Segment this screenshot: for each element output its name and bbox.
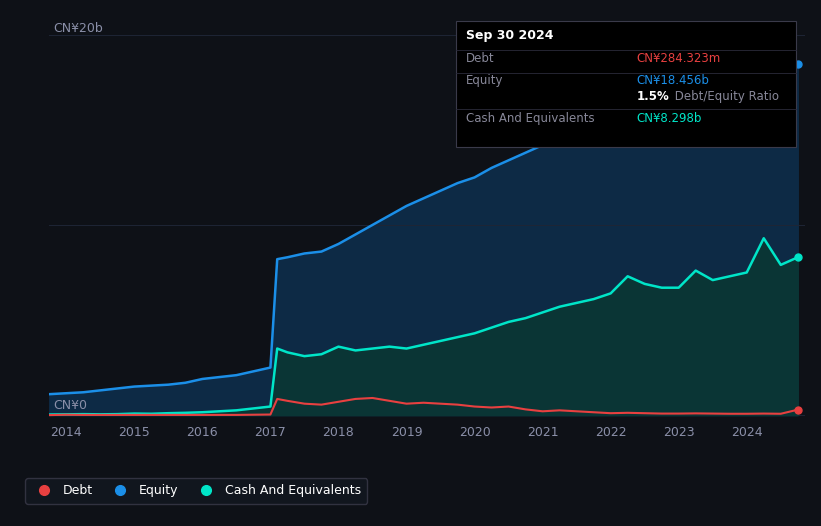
Text: Debt/Equity Ratio: Debt/Equity Ratio — [671, 90, 779, 103]
Legend: Debt, Equity, Cash And Equivalents: Debt, Equity, Cash And Equivalents — [25, 478, 367, 504]
Text: Equity: Equity — [466, 74, 503, 87]
Text: CN¥284.323m: CN¥284.323m — [636, 52, 721, 65]
Text: CN¥18.456b: CN¥18.456b — [636, 74, 709, 87]
Text: CN¥20b: CN¥20b — [53, 22, 103, 35]
Text: Sep 30 2024: Sep 30 2024 — [466, 29, 553, 43]
Text: Debt: Debt — [466, 52, 494, 65]
Text: CN¥0: CN¥0 — [53, 399, 87, 412]
Text: CN¥8.298b: CN¥8.298b — [636, 112, 702, 125]
Text: Cash And Equivalents: Cash And Equivalents — [466, 112, 594, 125]
Text: 1.5%: 1.5% — [636, 90, 669, 103]
